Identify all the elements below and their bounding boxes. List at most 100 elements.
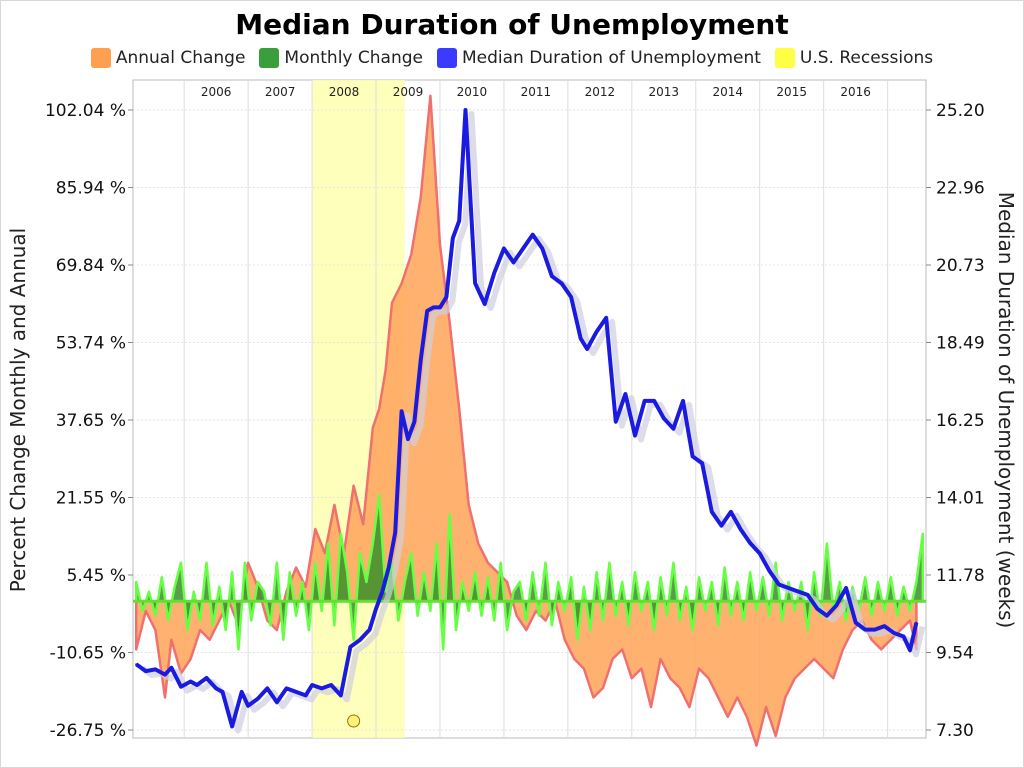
median-duration-point (873, 628, 876, 631)
monthly-change-point (410, 552, 412, 554)
legend-item-monthly-change[interactable]: Monthly Change (259, 48, 423, 68)
median-duration-point (170, 666, 173, 669)
monthly-change-point (141, 610, 144, 612)
annual-change-point (439, 244, 441, 246)
annual-change-point (602, 687, 604, 689)
monthly-change-point (359, 552, 361, 554)
median-duration-point (512, 261, 515, 264)
monthly-change-point (224, 629, 227, 631)
legend-item-annual-change[interactable]: Annual Change (90, 48, 246, 68)
annual-change-point (496, 571, 499, 574)
monthly-change-point (781, 619, 783, 622)
legend-label-us-recessions: U.S. Recessions (799, 48, 934, 68)
monthly-change-point (902, 585, 905, 588)
median-duration-point (483, 302, 486, 305)
median-duration-point (797, 590, 800, 593)
monthly-change-point (685, 585, 687, 588)
monthly-change-point (506, 629, 508, 631)
annual-change-point (563, 638, 566, 641)
y-left-tick-label: 85.94 % (56, 179, 126, 199)
monthly-change-point (340, 533, 342, 535)
annual-change-point (746, 715, 748, 718)
median-duration-point (595, 330, 598, 333)
monthly-change-point (755, 610, 758, 612)
monthly-change-point (615, 614, 617, 617)
legend-label-median-duration: Median Duration of Unemployment (461, 48, 761, 68)
monthly-change-point (346, 571, 349, 574)
legend-label-annual-change: Annual Change (115, 48, 246, 68)
legend-item-us-recessions[interactable]: U.S. Recessions (774, 48, 934, 68)
x-tick-label: 2009 (393, 85, 424, 99)
monthly-change-point (806, 629, 809, 631)
median-duration-point (419, 358, 422, 361)
y-axis-right-label: Median Duration of Unemployment (weeks) (994, 191, 1018, 629)
annual-change-point (842, 648, 844, 651)
y-left-tick-label: 37.65 % (56, 411, 126, 431)
median-duration-point (451, 237, 454, 240)
median-duration-point (787, 586, 790, 589)
median-duration-point (605, 316, 608, 319)
median-duration-point (854, 621, 857, 624)
median-duration-point (893, 632, 896, 635)
median-duration-point (387, 566, 390, 569)
median-duration-point (394, 531, 397, 534)
monthly-change-point (308, 629, 310, 631)
median-duration-point (729, 510, 732, 513)
x-tick-label: 2013 (649, 85, 680, 99)
monthly-change-point (819, 614, 822, 617)
monthly-change-point (826, 542, 828, 545)
y-right-tick-label: 25.20 (936, 101, 985, 121)
median-duration-point (777, 583, 780, 586)
x-tick-label: 2010 (457, 85, 488, 99)
median-duration-point (835, 604, 838, 607)
monthly-change-point (877, 581, 879, 583)
monthly-change-point (768, 614, 771, 617)
median-duration-point (909, 649, 912, 652)
annual-change-point (378, 407, 381, 410)
monthly-change-point (135, 581, 137, 583)
monthly-change-point (845, 619, 847, 622)
median-duration-point (550, 275, 553, 278)
annual-change-point (803, 667, 806, 670)
monthly-change-point (333, 624, 336, 627)
monthly-change-point (378, 494, 381, 497)
monthly-change-point (167, 619, 169, 622)
x-tick-label: 2012 (585, 85, 616, 99)
monthly-change-point (666, 614, 668, 617)
median-duration-point (413, 420, 416, 423)
annual-change-point (659, 658, 662, 660)
median-duration-point (163, 673, 166, 676)
median-duration-point (825, 614, 828, 617)
annual-change-point (429, 94, 432, 97)
annual-change-point (135, 648, 137, 651)
median-duration-point (739, 528, 742, 531)
monthly-change-point (589, 629, 592, 631)
annual-change-point (688, 706, 691, 708)
monthly-change-point (544, 561, 547, 564)
annual-change-point (890, 638, 892, 641)
monthly-change-point (442, 648, 444, 651)
legend-item-median-duration[interactable]: Median Duration of Unemployment (436, 48, 761, 68)
monthly-change-point (621, 581, 624, 583)
monthly-change-point (870, 614, 873, 617)
monthly-change-point (467, 610, 470, 612)
annual-change-point (698, 667, 700, 670)
median-duration-point (438, 306, 441, 309)
annual-change-point (813, 658, 815, 660)
annual-change-point (515, 614, 518, 617)
monthly-change-point (800, 581, 803, 583)
monthly-change-point (231, 571, 233, 574)
monthly-change-point (851, 585, 854, 588)
annual-change-point (784, 696, 787, 699)
monthly-change-point (148, 590, 150, 593)
median-duration-point (221, 690, 224, 693)
annual-change-point (164, 696, 166, 699)
monthly-change-point (890, 576, 892, 578)
median-duration-point (426, 309, 429, 312)
median-duration-point (701, 462, 704, 465)
annual-change-point (458, 407, 460, 410)
y-left-tick-label: 5.45 % (67, 566, 126, 586)
annual-change-point (208, 638, 211, 641)
monthly-change-point (480, 614, 483, 617)
median-duration-point (614, 420, 617, 423)
